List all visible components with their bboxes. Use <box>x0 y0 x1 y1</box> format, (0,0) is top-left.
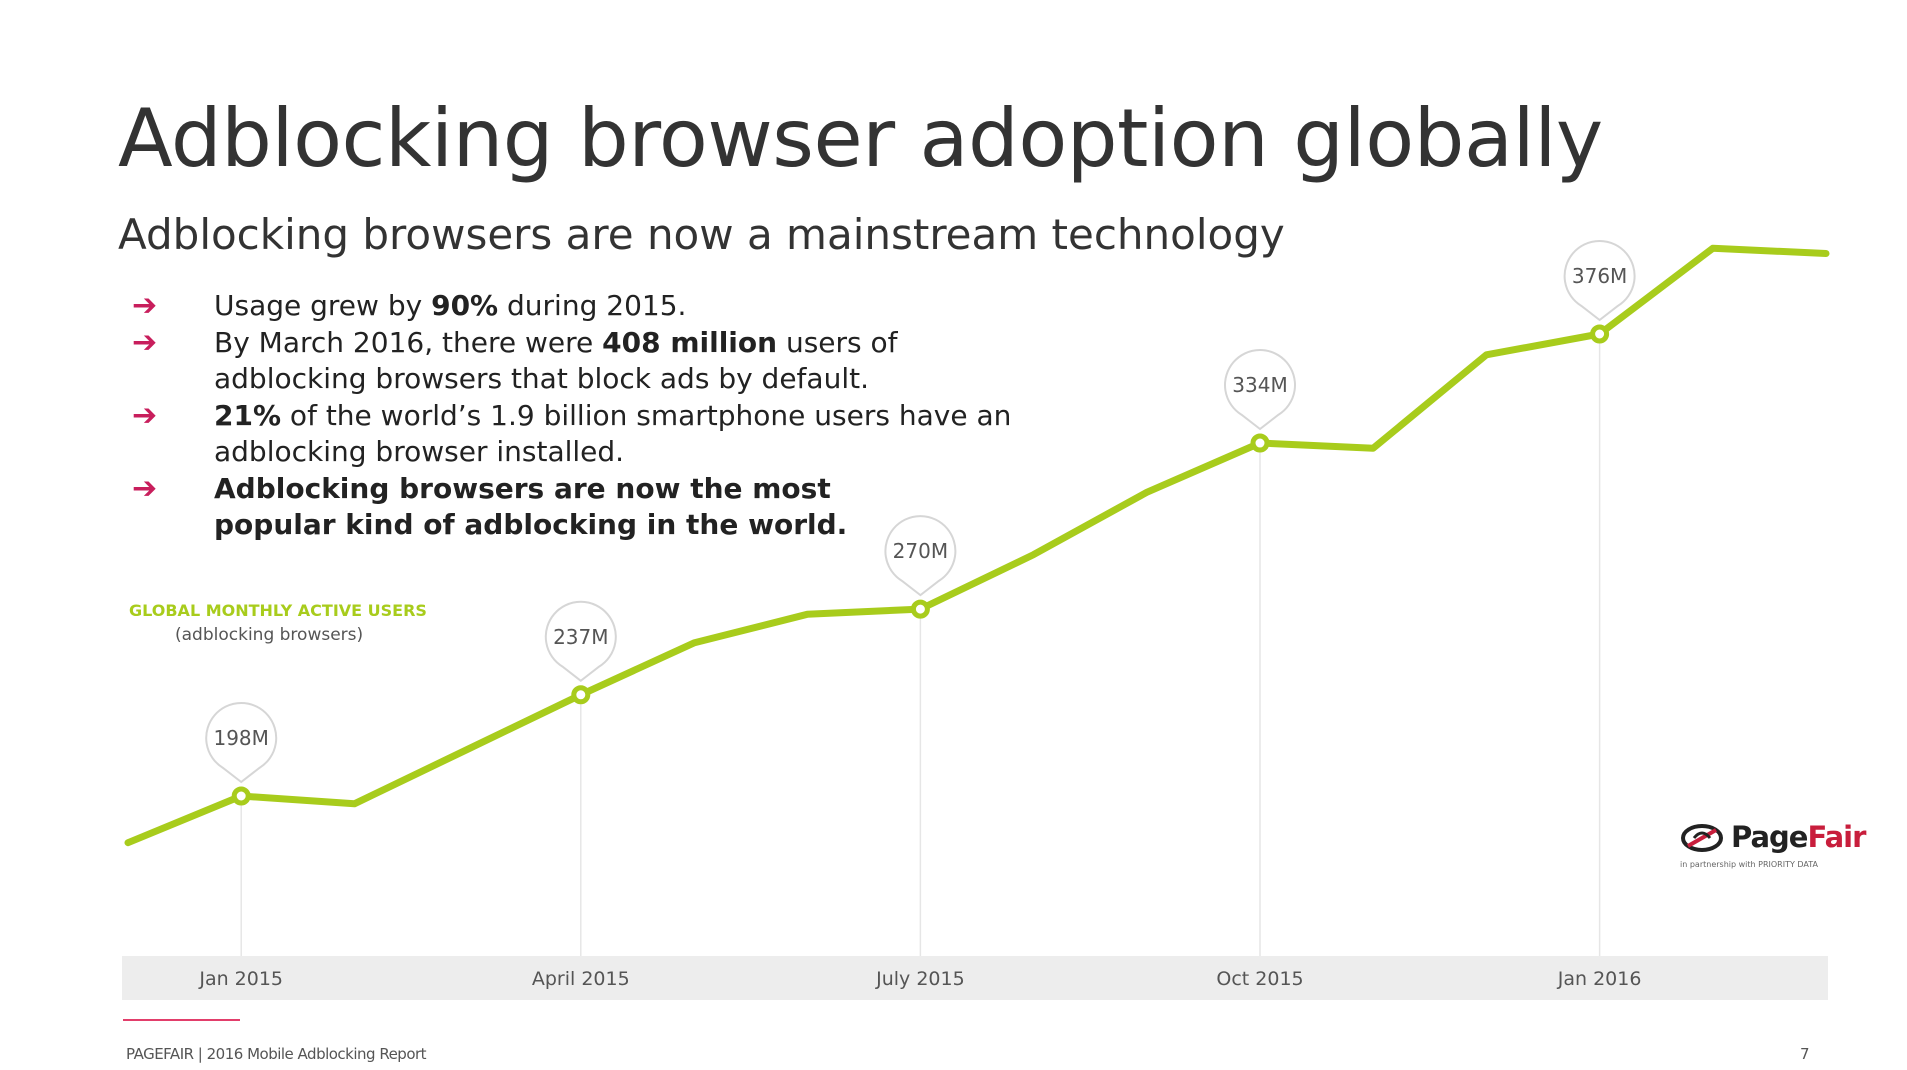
value-callout: 334M <box>1224 349 1296 431</box>
series-line <box>124 244 1830 847</box>
key-findings-list: ➔ Usage grew by 90% during 2015. ➔ By Ma… <box>132 288 1012 544</box>
callout-value-label: 270M <box>893 539 948 563</box>
value-callouts: 198M 237M 270M 334M 376M <box>205 240 1636 784</box>
data-point-marker <box>910 599 930 619</box>
value-callout: 376M <box>1563 240 1636 322</box>
metric-subtitle: (adblocking browsers) <box>175 625 363 645</box>
page-number: 7 <box>1800 1045 1810 1063</box>
logo-wordmark: PageFair <box>1731 820 1866 854</box>
callout-pin-shape <box>544 600 617 683</box>
value-callout: 198M <box>205 702 278 784</box>
callout-value-label: 237M <box>553 625 608 649</box>
arrow-right-icon: ➔ <box>132 325 158 360</box>
logo-tagline: in partnership with PRIORITY DATA <box>1680 860 1819 869</box>
arrow-right-icon: ➔ <box>132 471 158 506</box>
footer-accent-line <box>123 1019 240 1021</box>
x-axis-labels: Jan 2015 April 2015 July 2015 Oct 2015 Jan 2… <box>198 968 1641 990</box>
bullet-item: ➔ By March 2016, there were 408 million … <box>132 325 898 395</box>
callout-value-label: 334M <box>1232 373 1287 397</box>
slide-title: Adblocking browser adoption globally <box>118 92 1603 185</box>
arrow-right-icon: ➔ <box>132 288 158 323</box>
metric-title: GLOBAL MONTHLY ACTIVE USERS <box>129 601 427 620</box>
data-point-marker <box>1590 324 1610 344</box>
callout-value-label: 198M <box>213 726 268 750</box>
value-callout: 237M <box>544 600 617 683</box>
arrow-right-icon: ➔ <box>132 398 158 433</box>
data-point-marker <box>1250 433 1270 453</box>
pagefair-logo-icon <box>1681 824 1723 852</box>
x-tick-label: April 2015 <box>532 968 630 990</box>
callout-pin-shape <box>205 702 278 784</box>
bullet-item: ➔ Adblocking browsers are now the most p… <box>132 471 848 541</box>
vertical-guides <box>240 334 1601 956</box>
slide-subtitle: Adblocking browsers are now a mainstream… <box>118 210 1285 259</box>
x-axis-band <box>122 956 1828 1000</box>
x-tick-label: July 2015 <box>875 968 965 990</box>
data-markers <box>231 324 1610 806</box>
callout-value-label: 376M <box>1572 264 1627 288</box>
value-callout: 270M <box>884 515 957 597</box>
pagefair-logo: PageFair in partnership with PRIORITY DA… <box>1680 818 1866 874</box>
callout-pin-shape <box>1224 349 1296 431</box>
data-point-marker <box>231 786 251 806</box>
bullet-item: ➔ 21% of the world’s 1.9 billion smartph… <box>132 398 1012 468</box>
callout-pin-shape <box>884 515 957 597</box>
x-tick-label: Jan 2015 <box>198 968 283 990</box>
bullet-item: ➔ Usage grew by 90% during 2015. <box>132 288 687 323</box>
footer-source: PAGEFAIR | 2016 Mobile Adblocking Report <box>126 1045 427 1063</box>
x-tick-label: Jan 2016 <box>1557 968 1642 990</box>
data-point-marker <box>571 685 591 705</box>
callout-pin-shape <box>1563 240 1636 322</box>
x-tick-label: Oct 2015 <box>1216 968 1303 990</box>
